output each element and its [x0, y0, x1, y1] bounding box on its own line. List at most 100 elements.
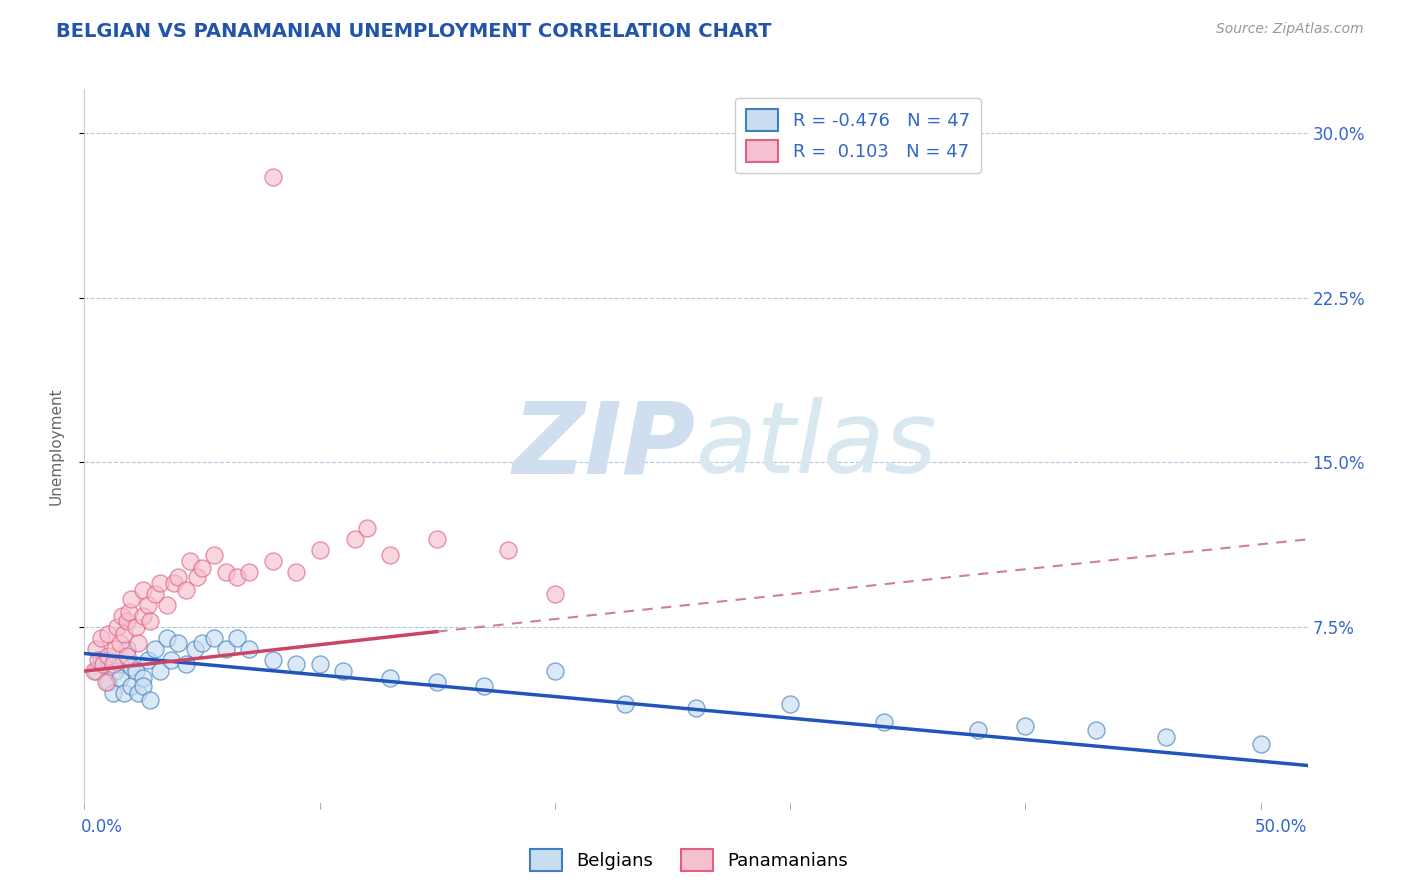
- Point: [238, 566, 260, 580]
- Point: [84, 642, 107, 657]
- Point: [179, 554, 201, 568]
- Point: [132, 671, 155, 685]
- Point: [285, 566, 308, 580]
- Point: [426, 675, 449, 690]
- Point: [127, 686, 149, 700]
- Point: [90, 631, 112, 645]
- Point: [156, 631, 179, 645]
- Point: [174, 657, 197, 672]
- Point: [132, 680, 155, 694]
- Point: [308, 657, 330, 672]
- Text: atlas: atlas: [696, 398, 938, 494]
- Point: [226, 569, 249, 583]
- Point: [332, 664, 354, 678]
- Point: [104, 642, 127, 657]
- Point: [544, 664, 567, 678]
- Point: [214, 642, 236, 657]
- Text: BELGIAN VS PANAMANIAN UNEMPLOYMENT CORRELATION CHART: BELGIAN VS PANAMANIAN UNEMPLOYMENT CORRE…: [56, 22, 772, 41]
- Point: [105, 620, 128, 634]
- Point: [115, 648, 138, 663]
- Point: [101, 686, 124, 700]
- Point: [779, 697, 801, 711]
- Point: [84, 664, 107, 678]
- Point: [167, 635, 190, 649]
- Point: [139, 692, 162, 706]
- Point: [174, 582, 197, 597]
- Point: [308, 543, 330, 558]
- Point: [380, 671, 402, 685]
- Point: [120, 680, 142, 694]
- Point: [83, 664, 105, 678]
- Point: [191, 561, 214, 575]
- Y-axis label: Unemployment: Unemployment: [49, 387, 63, 505]
- Point: [262, 554, 284, 568]
- Point: [112, 686, 135, 700]
- Point: [108, 671, 131, 685]
- Point: [380, 548, 402, 562]
- Point: [132, 582, 155, 597]
- Point: [167, 569, 190, 583]
- Text: ZIP: ZIP: [513, 398, 696, 494]
- Point: [97, 675, 120, 690]
- Text: Source: ZipAtlas.com: Source: ZipAtlas.com: [1216, 22, 1364, 37]
- Point: [262, 169, 284, 184]
- Point: [125, 664, 148, 678]
- Point: [163, 576, 186, 591]
- Point: [104, 664, 127, 678]
- Point: [139, 614, 162, 628]
- Point: [125, 620, 148, 634]
- Point: [120, 591, 142, 606]
- Point: [202, 631, 225, 645]
- Point: [356, 521, 378, 535]
- Text: 0.0%: 0.0%: [80, 819, 122, 837]
- Point: [94, 675, 117, 690]
- Point: [262, 653, 284, 667]
- Point: [111, 609, 134, 624]
- Point: [967, 723, 990, 738]
- Point: [143, 587, 166, 601]
- Point: [343, 533, 366, 547]
- Point: [120, 659, 142, 673]
- Legend: R = -0.476   N = 47, R =  0.103   N = 47: R = -0.476 N = 47, R = 0.103 N = 47: [735, 98, 980, 173]
- Point: [472, 680, 495, 694]
- Point: [97, 653, 120, 667]
- Point: [214, 566, 236, 580]
- Point: [160, 653, 183, 667]
- Point: [496, 543, 519, 558]
- Point: [614, 697, 637, 711]
- Point: [226, 631, 249, 645]
- Point: [156, 598, 179, 612]
- Point: [97, 648, 120, 663]
- Point: [108, 657, 131, 672]
- Point: [136, 598, 159, 612]
- Point: [685, 701, 707, 715]
- Point: [1250, 737, 1272, 751]
- Point: [191, 635, 214, 649]
- Point: [87, 653, 110, 667]
- Point: [1084, 723, 1107, 738]
- Text: 50.0%: 50.0%: [1256, 819, 1308, 837]
- Point: [184, 642, 207, 657]
- Point: [90, 653, 112, 667]
- Point: [136, 653, 159, 667]
- Point: [544, 587, 567, 601]
- Point: [108, 635, 131, 649]
- Point: [149, 576, 172, 591]
- Point: [238, 642, 260, 657]
- Point: [118, 605, 141, 619]
- Point: [115, 642, 138, 657]
- Point: [97, 626, 120, 640]
- Point: [127, 635, 149, 649]
- Point: [101, 657, 124, 672]
- Point: [285, 657, 308, 672]
- Point: [1156, 730, 1178, 744]
- Legend: Belgians, Panamanians: Belgians, Panamanians: [523, 842, 855, 879]
- Point: [426, 533, 449, 547]
- Point: [873, 714, 896, 729]
- Point: [115, 614, 138, 628]
- Point: [202, 548, 225, 562]
- Point: [186, 569, 208, 583]
- Point: [91, 657, 114, 672]
- Point: [132, 609, 155, 624]
- Point: [149, 664, 172, 678]
